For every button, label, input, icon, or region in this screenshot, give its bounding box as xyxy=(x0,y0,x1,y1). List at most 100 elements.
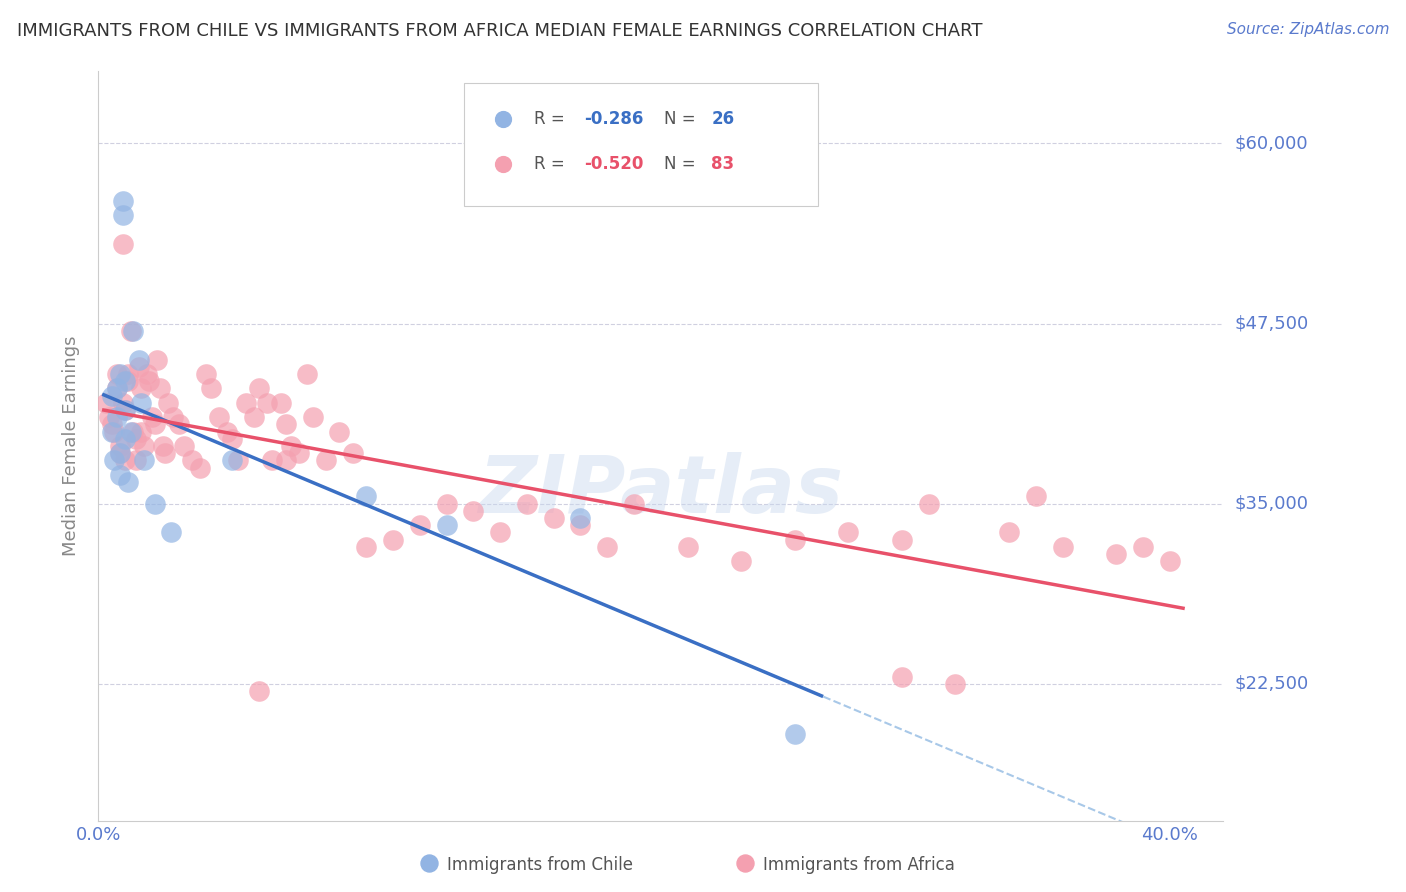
Point xyxy=(117,374,139,388)
Point xyxy=(301,410,323,425)
Text: $60,000: $60,000 xyxy=(1234,135,1308,153)
Point xyxy=(105,381,128,395)
Point xyxy=(418,855,440,870)
Point xyxy=(315,453,337,467)
Point xyxy=(543,511,565,525)
Text: IMMIGRANTS FROM CHILE VS IMMIGRANTS FROM AFRICA MEDIAN FEMALE EARNINGS CORRELATI: IMMIGRANTS FROM CHILE VS IMMIGRANTS FROM… xyxy=(17,22,983,40)
Point xyxy=(111,194,134,208)
Point xyxy=(676,540,699,554)
Point xyxy=(188,460,211,475)
Point xyxy=(492,156,515,170)
Point xyxy=(143,417,166,432)
Text: $47,500: $47,500 xyxy=(1234,315,1309,333)
Point xyxy=(111,209,134,223)
Point xyxy=(208,410,231,425)
Point xyxy=(596,540,619,554)
Point xyxy=(235,396,257,410)
Text: N =: N = xyxy=(664,154,702,172)
Point xyxy=(1025,490,1047,504)
Point xyxy=(138,374,160,388)
Point xyxy=(105,410,128,425)
Point xyxy=(108,467,131,482)
Point xyxy=(132,453,155,467)
Point xyxy=(226,453,249,467)
Point xyxy=(181,453,204,467)
Point xyxy=(105,367,128,381)
Point xyxy=(1052,540,1074,554)
Point xyxy=(146,352,169,367)
Point xyxy=(128,352,150,367)
Point xyxy=(114,403,136,417)
Text: R =: R = xyxy=(534,110,569,128)
Point xyxy=(132,439,155,453)
Point xyxy=(108,439,131,453)
Point xyxy=(128,359,150,374)
Point xyxy=(103,453,125,467)
Text: N =: N = xyxy=(664,110,702,128)
Point xyxy=(105,381,128,395)
Point xyxy=(101,388,124,402)
Point xyxy=(342,446,364,460)
Text: $22,500: $22,500 xyxy=(1234,674,1309,693)
Text: 83: 83 xyxy=(711,154,734,172)
Point xyxy=(108,446,131,460)
Point xyxy=(270,396,292,410)
Point xyxy=(125,453,148,467)
Point xyxy=(274,417,297,432)
Point xyxy=(783,533,806,547)
Point xyxy=(111,396,134,410)
Point xyxy=(516,497,538,511)
Text: 26: 26 xyxy=(711,110,734,128)
Point xyxy=(155,446,177,460)
Point xyxy=(159,525,181,540)
Point xyxy=(569,518,592,533)
Y-axis label: Median Female Earnings: Median Female Earnings xyxy=(62,335,80,557)
Point xyxy=(125,432,148,446)
Point xyxy=(122,324,145,338)
Point xyxy=(297,367,319,381)
Point xyxy=(114,374,136,388)
Point xyxy=(256,396,278,410)
Point xyxy=(96,396,118,410)
Point xyxy=(354,540,377,554)
Point xyxy=(489,525,512,540)
Text: Immigrants from Africa: Immigrants from Africa xyxy=(763,856,955,874)
Point xyxy=(945,677,967,691)
Point xyxy=(382,533,405,547)
Point xyxy=(463,504,485,518)
Point xyxy=(101,425,124,439)
Point xyxy=(221,432,243,446)
Point xyxy=(1159,554,1181,568)
Point xyxy=(120,425,142,439)
Point xyxy=(114,403,136,417)
Point xyxy=(247,381,270,395)
FancyBboxPatch shape xyxy=(464,83,818,206)
Point xyxy=(328,425,350,439)
Point xyxy=(890,533,912,547)
Point xyxy=(108,446,131,460)
Point xyxy=(998,525,1021,540)
Point xyxy=(1105,547,1128,561)
Point xyxy=(1132,540,1154,554)
Point xyxy=(274,453,297,467)
Point xyxy=(734,855,756,870)
Point xyxy=(173,439,195,453)
Text: R =: R = xyxy=(534,154,569,172)
Point xyxy=(122,425,145,439)
Point xyxy=(149,381,172,395)
Point xyxy=(108,367,131,381)
Point xyxy=(194,367,217,381)
Point xyxy=(129,425,152,439)
Point xyxy=(783,727,806,741)
Point xyxy=(114,432,136,446)
Point xyxy=(492,112,515,126)
Point xyxy=(730,554,752,568)
Text: -0.520: -0.520 xyxy=(585,154,644,172)
Point xyxy=(221,453,243,467)
Point xyxy=(117,367,139,381)
Point xyxy=(890,669,912,683)
Point xyxy=(114,453,136,467)
Point xyxy=(409,518,432,533)
Point xyxy=(200,381,222,395)
Point xyxy=(120,324,142,338)
